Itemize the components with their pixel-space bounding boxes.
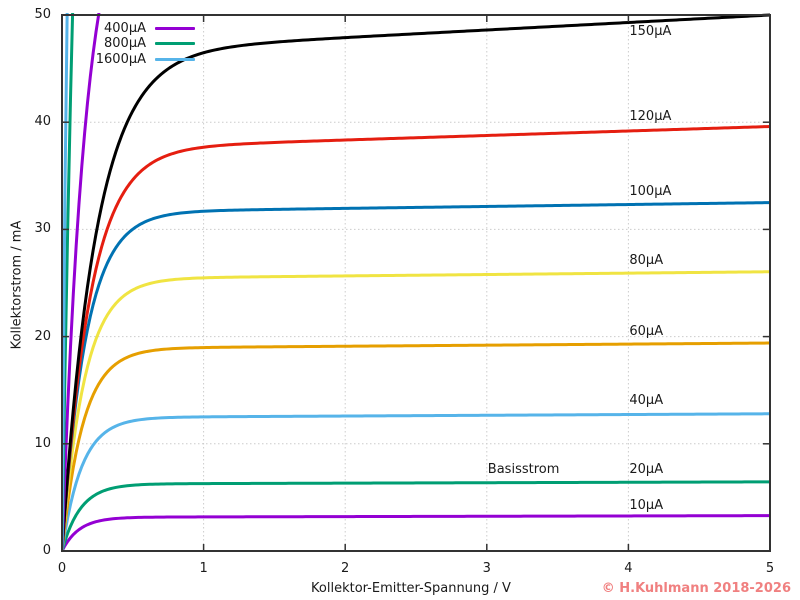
y-tick-label-0: 0 [42, 543, 51, 558]
curve-10uA [62, 514, 770, 552]
x-tick-label-1: 1 [199, 561, 208, 576]
y-tick-label-40: 40 [34, 114, 51, 130]
curve-20uA [62, 480, 770, 552]
curve-label-40uA: 40µA [629, 392, 664, 408]
legend-entry-400uA: 400µA [58, 20, 198, 36]
legend-line-sample-800uA [155, 42, 195, 45]
curve-150uA [62, 13, 770, 552]
x-tick-label-4: 4 [624, 561, 633, 576]
x-tick-label-3: 3 [482, 561, 491, 576]
curve-100uA [62, 201, 770, 552]
y-tick-label-50: 50 [34, 7, 51, 22]
legend-line-sample-1600uA [155, 57, 195, 61]
curve-120uA [62, 124, 770, 552]
curve-label-60uA: 60µA [629, 324, 664, 340]
curve-label-100uA: 100µA [629, 183, 672, 199]
x-tick-label-0: 0 [57, 561, 67, 576]
curve-80uA [62, 270, 770, 552]
legend-entry-800uA: 800µA [58, 36, 198, 52]
curve-label-80uA: 80µA [629, 252, 664, 268]
plot-border [61, 14, 771, 552]
y-tick-label-10: 10 [34, 435, 51, 451]
x-axis-title: Kollektor-Emitter-Spannung / V [311, 581, 511, 596]
curve-label-150uA: 150µA [629, 24, 672, 40]
legend-label-800uA: 800µA [104, 36, 146, 51]
legend-label-1600uA: 1600µA [95, 51, 146, 67]
curve-label-20uA: 20µA [629, 461, 664, 477]
x-tick-label-5: 5 [765, 561, 775, 576]
y-tick-label-30: 30 [34, 221, 51, 237]
legend-line-sample-400uA [155, 26, 195, 30]
y-tick-label-20: 20 [34, 328, 51, 344]
curve-40uA [62, 412, 770, 552]
curve-label-10uA: 10µA [629, 498, 664, 514]
legend-label-400uA: 400µA [104, 20, 146, 36]
legend-entry-1600uA: 1600µA [58, 51, 198, 67]
curve-60uA [62, 341, 770, 552]
x-tick-label-2: 2 [341, 561, 350, 576]
copyright-text: © H.Kuhlmann 2018-2026 [601, 581, 791, 596]
curve-label-120uA: 120µA [629, 108, 672, 124]
basisstrom-annotation: Basisstrom [487, 461, 560, 477]
